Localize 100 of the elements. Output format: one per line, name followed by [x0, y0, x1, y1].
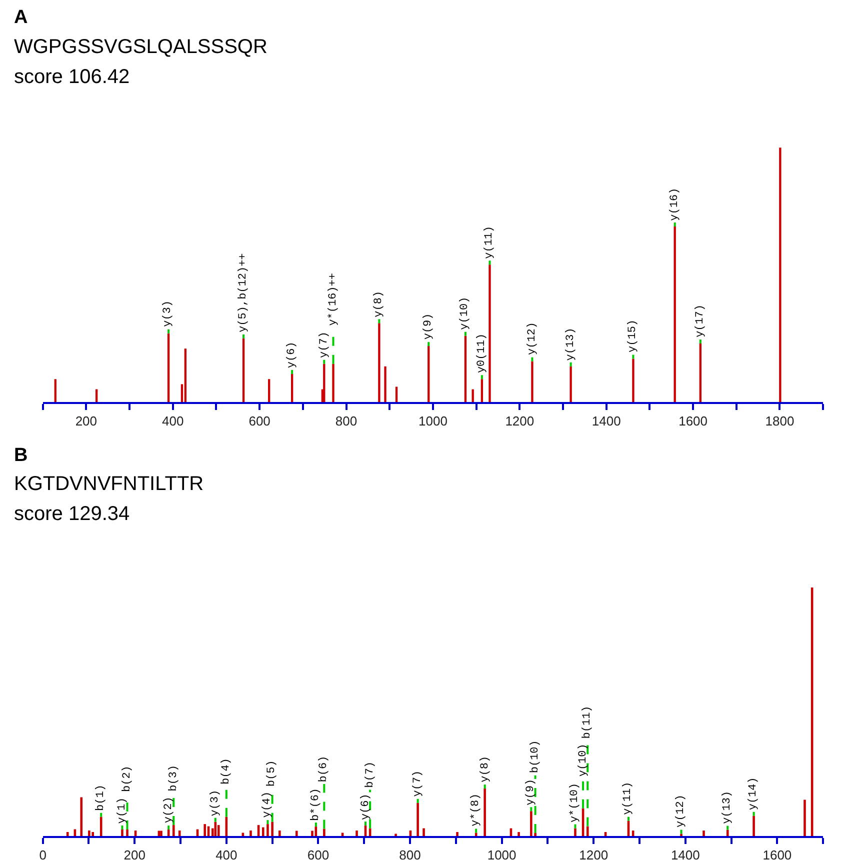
bar [172, 825, 175, 836]
bar [160, 830, 162, 836]
x-tick-label: 400 [216, 848, 238, 863]
bar [54, 379, 56, 402]
annotation: y(17) [694, 304, 706, 338]
bar [378, 323, 380, 402]
annotation: y(1) [116, 797, 129, 824]
bar [323, 828, 326, 836]
annotation: y(3) [162, 300, 174, 327]
annotation: b(5) [266, 760, 278, 787]
x-tick-label: 200 [124, 848, 146, 863]
bar [295, 830, 298, 836]
annotation: y0(11) [476, 333, 488, 374]
bar [266, 824, 269, 836]
annotation: b(11) [582, 706, 594, 739]
bar [88, 830, 90, 836]
annotation: y(8) [373, 290, 386, 318]
annotation: y(10) [577, 744, 590, 777]
bar [422, 828, 425, 836]
x-tick-label: 1200 [505, 414, 534, 429]
bar [323, 364, 326, 402]
bar [428, 346, 430, 402]
bar [92, 832, 94, 836]
annotation: y(9) [422, 313, 435, 340]
chart-title: B [14, 445, 28, 466]
chart-title: A [14, 7, 28, 28]
annotation: b(7) [364, 761, 376, 788]
annotation: b(6) [318, 756, 330, 782]
annotation: y(6) [360, 794, 372, 820]
bar [278, 830, 281, 836]
annotation: b(10) [529, 740, 542, 774]
x-tick-label: 1400 [670, 848, 700, 863]
annotation: y(12) [675, 794, 688, 828]
x-tick-label: 1800 [765, 414, 794, 429]
x-tick-label: 1400 [592, 414, 621, 429]
x-tick-label: 400 [162, 414, 184, 429]
bar [100, 816, 102, 836]
x-tick-label: 0 [39, 848, 46, 863]
annotation: y*(8) [470, 793, 482, 826]
bar [530, 811, 532, 836]
bar [416, 802, 419, 836]
annotation: y*(16)++ [328, 272, 340, 326]
bar [531, 361, 534, 402]
annotation: y(7) [412, 770, 424, 797]
annotation: y(8) [479, 756, 492, 782]
annotation: y(4) [262, 791, 274, 818]
annotation: y(6) [286, 342, 298, 368]
annotation: y(13) [721, 790, 734, 824]
bar [702, 830, 705, 836]
annotation: b(1) [95, 784, 108, 811]
annotation: b(2) [122, 766, 134, 792]
bar [752, 816, 755, 836]
bar [184, 348, 187, 402]
annotation: y(13) [564, 328, 577, 361]
annotation: b(4) [220, 758, 232, 784]
bar [518, 832, 520, 836]
x-tick-label: 1600 [678, 414, 708, 429]
annotation: y(15) [626, 319, 639, 352]
bar [262, 827, 264, 836]
x-tick-label: 1000 [487, 848, 516, 863]
bar [472, 389, 474, 402]
bar [384, 366, 386, 402]
annotation: y(16) [668, 188, 681, 221]
x-tick-label: 600 [248, 414, 270, 429]
bar [574, 828, 576, 836]
bar [126, 830, 128, 836]
bar [632, 358, 634, 402]
chart-subtitle: KGTDVNVFNTILTTR [14, 473, 204, 495]
bar [80, 797, 83, 836]
x-tick-label: 800 [335, 414, 358, 429]
bar [290, 374, 294, 402]
bar [456, 832, 458, 836]
bar [484, 788, 486, 836]
annotation: y(7) [318, 332, 330, 358]
bar [779, 148, 782, 402]
bar [726, 830, 729, 836]
bar [242, 338, 245, 402]
annotation: y(3) [210, 790, 222, 816]
x-tick-label: 1600 [762, 848, 792, 863]
bar [674, 226, 676, 402]
annotation: y(10) [459, 296, 472, 330]
bar [488, 264, 491, 402]
bar [250, 830, 252, 836]
bar [586, 826, 589, 836]
bar [464, 336, 467, 402]
annotation: y*(10) [568, 782, 581, 823]
annotation: y(5),b(12)++ [238, 253, 250, 332]
bar [480, 379, 484, 402]
x-tick-label: 1200 [579, 848, 608, 863]
annotation: y(14) [747, 777, 760, 810]
bar [268, 379, 270, 402]
x-tick-label: 200 [75, 414, 98, 429]
bar [332, 364, 334, 402]
bar [804, 800, 806, 836]
text: score 129.34 [14, 503, 130, 525]
x-tick-label: 800 [399, 848, 421, 863]
bar [311, 830, 314, 836]
bar [167, 333, 170, 402]
chart-subtitle: WGPGSSVGSLQALSSSQR [14, 36, 268, 58]
bar [271, 822, 274, 836]
